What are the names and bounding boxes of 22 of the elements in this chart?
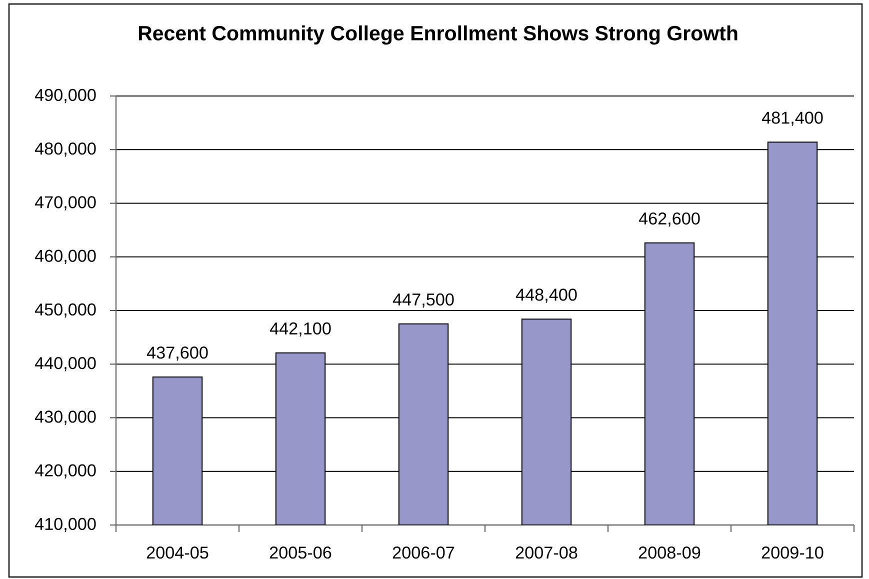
x-tick-label: 2008-09	[638, 546, 700, 559]
y-tick-label: 490,000	[34, 88, 96, 104]
y-tick-label: 460,000	[34, 250, 96, 264]
x-tick-label: 2005-06	[270, 546, 332, 559]
y-tick-label: 430,000	[34, 410, 96, 425]
y-tick-label: 450,000	[34, 303, 96, 318]
x-tick-label: 2004-05	[146, 546, 208, 559]
data-label: 481,400	[762, 112, 823, 126]
chart-title: Recent Community College Enrollment Shows Strong Growth	[138, 25, 738, 45]
x-tick-label: 2007-08	[516, 546, 578, 559]
data-label: 447,500	[392, 293, 454, 308]
data-label: 437,600	[146, 346, 208, 361]
y-tick-label: 440,000	[34, 357, 96, 372]
data-label: 462,600	[638, 212, 700, 227]
x-tick-label: 2009-10	[762, 546, 824, 559]
y-tick-label: 420,000	[34, 464, 96, 478]
y-tick-label: 480,000	[34, 142, 96, 157]
x-tick-label: 2006-07	[392, 546, 454, 559]
data-label: 442,100	[270, 322, 331, 337]
y-tick-label: 470,000	[34, 196, 96, 210]
y-tick-label: 410,000	[34, 518, 96, 532]
data-label: 448,400	[516, 288, 577, 303]
